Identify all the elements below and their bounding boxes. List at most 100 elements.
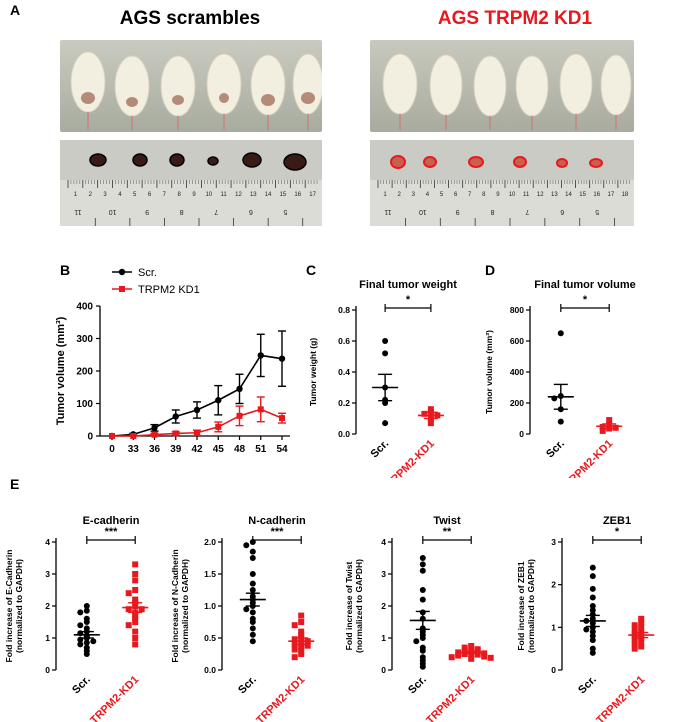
data-point <box>132 619 139 625</box>
y-tick-label: 1.5 <box>204 569 216 579</box>
y-tick-label: 1 <box>381 633 386 643</box>
data-point <box>132 596 139 603</box>
ruler-number: 14 <box>565 192 572 198</box>
ruler-inverted-number: 6 <box>560 208 564 215</box>
data-point <box>298 619 305 625</box>
y-tick-label: 0.5 <box>204 633 216 643</box>
kd1-mice-photo <box>370 40 634 132</box>
data-point <box>638 643 645 650</box>
data-point <box>125 622 132 629</box>
data-point <box>631 645 638 652</box>
chart-title: ZEB1 <box>603 515 631 527</box>
ruler-number: 14 <box>265 192 272 198</box>
y-tick-label: 200 <box>510 398 524 408</box>
data-point <box>83 607 90 614</box>
x-tick-label: 0 <box>109 444 115 452</box>
data-point <box>279 415 285 422</box>
data-point <box>291 654 298 661</box>
data-point <box>291 636 298 643</box>
data-point <box>109 433 115 439</box>
data-point <box>249 625 256 632</box>
ruler-inverted-number: 10 <box>419 208 427 215</box>
data-point <box>419 555 426 561</box>
chart-title: Final tumor volume <box>534 279 635 291</box>
data-point <box>589 649 596 656</box>
data-point <box>132 612 139 619</box>
ruler-number: 16 <box>593 192 600 198</box>
data-point <box>638 624 645 631</box>
ruler-number: 6 <box>454 192 458 198</box>
data-point <box>589 573 596 580</box>
x-category-label: TRPM2-KD1 <box>424 674 477 722</box>
data-point <box>481 650 488 657</box>
ruler-number: 2 <box>89 192 93 198</box>
y-tick-label: 0 <box>45 665 50 675</box>
x-category-label: TRPM2-KD1 <box>88 674 141 722</box>
x-tick-label: 51 <box>255 444 267 452</box>
legend-label: TRPM2 KD1 <box>138 284 200 296</box>
kd1-tumors-photo: 1 2 3 4 5 6 7 8 9 10 11 12 13 14 15 16 17 18 11 10 9 8 7 6 5 <box>370 140 634 226</box>
ruler-number: 18 <box>622 192 629 198</box>
data-point <box>298 628 305 635</box>
y-axis-label: (normalized to GAPDH) <box>14 559 24 653</box>
data-point <box>132 628 139 635</box>
y-tick-label: 0.8 <box>338 305 350 315</box>
ruler-number: 10 <box>509 192 516 198</box>
data-point <box>90 638 97 645</box>
data-point <box>557 418 564 425</box>
zeb1-chart: ZEB1 0 1 2 3 Fold increase of ZEB1 (normalized… <box>516 515 655 722</box>
ruler-number: 8 <box>482 192 486 198</box>
x-category-label: TRPM2-KD1 <box>384 438 437 478</box>
ruler-number: 12 <box>537 192 544 198</box>
ruler-number: 17 <box>309 192 316 198</box>
y-tick-label: 0 <box>551 665 556 675</box>
ruler-inverted-number: 9 <box>145 208 149 215</box>
ruler-number: 9 <box>192 192 196 198</box>
y-axis-label: Fold increase of N-Cadherin <box>170 549 180 662</box>
data-point <box>468 643 475 649</box>
ruler-number: 15 <box>280 192 287 198</box>
panel-label-e: E <box>10 476 20 492</box>
chart-title: E-cadherin <box>83 515 140 527</box>
data-point <box>151 431 158 438</box>
data-point <box>77 641 84 648</box>
chart-title: N-cadherin <box>248 515 306 527</box>
panel-label-a: A <box>10 2 21 18</box>
y-tick-label: 3 <box>45 569 50 579</box>
ruler-inverted-number: 7 <box>214 208 218 215</box>
data-point <box>419 567 426 574</box>
x-tick-label: 36 <box>149 444 161 452</box>
data-point <box>419 596 426 603</box>
y-tick-label: 2 <box>381 601 386 611</box>
data-point <box>382 338 389 344</box>
data-point <box>132 641 139 648</box>
y-tick-label: 1 <box>45 633 50 643</box>
data-point <box>77 609 84 616</box>
x-category-label: TRPM2-KD1 <box>254 674 307 722</box>
y-tick-label: 600 <box>510 336 524 346</box>
ruler-inverted-number: 11 <box>384 208 391 215</box>
data-point <box>631 622 638 629</box>
ruler-number: 15 <box>579 192 586 198</box>
data-point <box>631 641 638 648</box>
y-axis-label: (normalized to GAPDH) <box>180 559 190 653</box>
x-tick-label: 33 <box>128 444 140 452</box>
data-point <box>638 615 645 622</box>
data-point <box>291 646 298 653</box>
ruler-number: 3 <box>103 192 107 198</box>
data-point <box>132 615 139 622</box>
ruler-inverted-number: 6 <box>249 208 253 215</box>
data-point <box>304 642 311 649</box>
y-tick-label: 0.2 <box>338 398 350 408</box>
y-tick-label: 800 <box>510 305 524 315</box>
y-tick-label: 100 <box>76 399 93 410</box>
ruler-number: 8 <box>178 192 182 198</box>
data-point <box>132 571 139 577</box>
significance-stars: *** <box>271 526 285 538</box>
data-point <box>631 637 638 644</box>
data-point <box>193 406 201 414</box>
data-point <box>419 635 426 641</box>
data-point <box>589 603 596 609</box>
data-point <box>481 653 488 660</box>
data-point <box>243 542 250 549</box>
